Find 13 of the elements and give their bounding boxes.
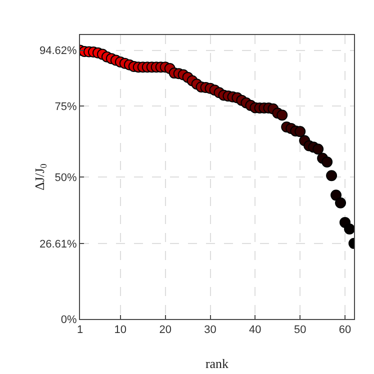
x-tick-label: 30 xyxy=(204,324,216,336)
x-tick-label: 50 xyxy=(294,324,306,336)
y-tick-label: 0% xyxy=(60,314,78,326)
y-tick-label: 94.62% xyxy=(39,45,78,58)
x-tick-label: 60 xyxy=(338,324,352,336)
y-tick-label: 50% xyxy=(54,172,78,184)
x-tick-label: 20 xyxy=(159,324,172,336)
y-tick-label: 75% xyxy=(54,100,78,113)
y-tick-label: 26.61% xyxy=(39,238,78,250)
x-tick-label: 1 xyxy=(76,324,84,336)
x-axis-title: rank xyxy=(205,356,230,371)
x-tick-label: 40 xyxy=(249,324,262,336)
x-tick-label: 10 xyxy=(114,324,127,336)
